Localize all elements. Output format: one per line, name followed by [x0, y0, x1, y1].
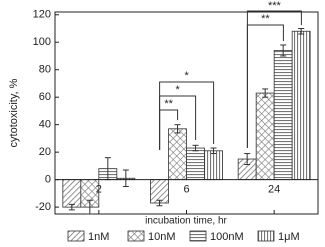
legend-label: 100nM [210, 231, 244, 243]
significance: ** [261, 13, 270, 25]
bracket [246, 10, 302, 148]
x-tick-label: 24 [268, 184, 280, 196]
bar [168, 128, 187, 181]
y-tick-label: 80 [39, 64, 51, 76]
significance: ** [164, 98, 173, 110]
x-tick-label: 2 [96, 184, 102, 196]
x-tick-label: 6 [183, 184, 189, 196]
y-axis-label: cytotoxicity, % [8, 78, 20, 147]
y-tick-label: 40 [39, 119, 51, 131]
significance: * [175, 84, 180, 96]
bar [186, 147, 205, 181]
x-axis-label: incubation time, hr [145, 216, 227, 227]
legend-swatch [67, 230, 85, 242]
y-tick-label: -20 [35, 201, 51, 213]
legend-label: 1μM [278, 231, 300, 243]
y-tick-label: 120 [33, 9, 51, 21]
significance: *** [268, 0, 282, 12]
bar [62, 179, 82, 208]
y-tick-label: 100 [33, 36, 51, 48]
bar [273, 50, 293, 181]
legend-label: 10nM [148, 231, 176, 243]
legend-swatch [189, 230, 207, 242]
legend-label: 1nM [88, 231, 109, 243]
bar [291, 30, 311, 181]
y-tick-label: 20 [39, 146, 51, 158]
y-tick-label: 60 [39, 91, 51, 103]
bar [204, 150, 223, 181]
legend-swatch [257, 230, 275, 242]
y-tick-label: 0 [45, 174, 51, 186]
legend-swatch [127, 230, 145, 242]
significance: * [184, 70, 189, 82]
bar [150, 179, 169, 204]
bar [255, 92, 275, 181]
bracket [159, 81, 215, 150]
